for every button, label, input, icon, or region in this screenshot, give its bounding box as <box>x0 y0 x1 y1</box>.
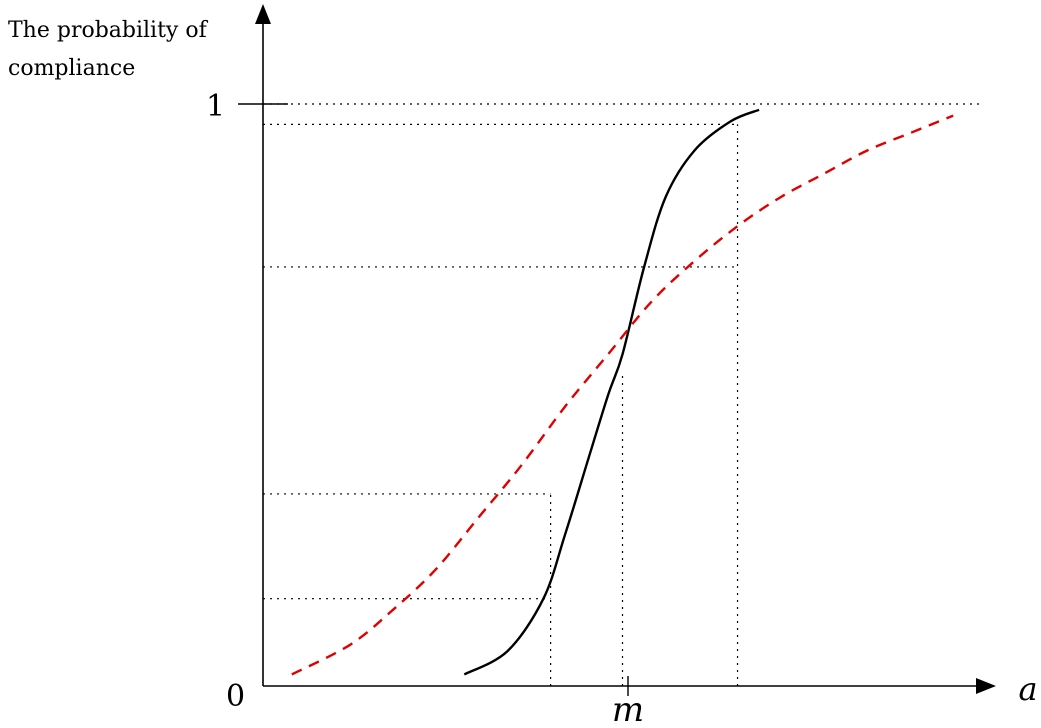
y-axis-label-line-1: The probability of <box>8 18 209 43</box>
series-solid-curve <box>463 108 760 676</box>
guide-lines <box>263 103 982 686</box>
y-axis-arrow <box>255 4 271 24</box>
y-tick-1-label: 1 <box>206 89 225 124</box>
y-tick-0-label: 0 <box>226 679 245 714</box>
x-axis-arrow <box>976 678 996 694</box>
series-group <box>291 108 954 676</box>
y-axis-label-line-2: compliance <box>8 56 135 81</box>
x-axis-label: a <box>1018 670 1037 708</box>
series-dashed-curve <box>291 114 954 676</box>
x-tick-m-label: m <box>612 690 644 728</box>
